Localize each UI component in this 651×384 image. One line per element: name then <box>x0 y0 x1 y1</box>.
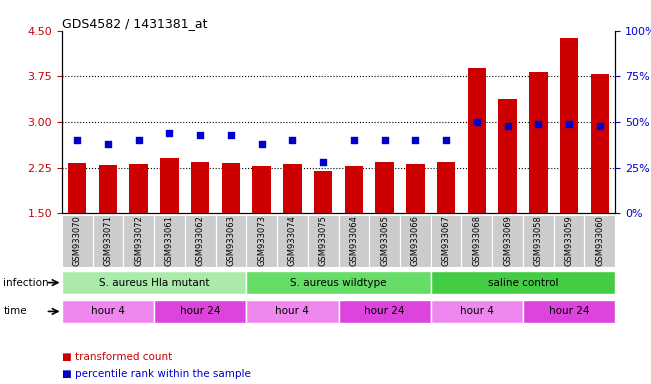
Text: GSM933066: GSM933066 <box>411 215 420 266</box>
Bar <box>154 215 185 267</box>
Bar <box>523 300 615 323</box>
Text: S. aureus Hla mutant: S. aureus Hla mutant <box>99 278 210 288</box>
Text: hour 24: hour 24 <box>180 306 221 316</box>
Bar <box>376 162 394 213</box>
Bar <box>369 215 400 267</box>
Text: hour 4: hour 4 <box>275 306 309 316</box>
Bar <box>585 215 615 267</box>
Bar <box>339 215 369 267</box>
Point <box>287 137 298 143</box>
Bar <box>590 74 609 213</box>
Bar <box>344 166 363 213</box>
Text: GSM933068: GSM933068 <box>473 215 481 266</box>
Text: GSM933061: GSM933061 <box>165 215 174 266</box>
Point <box>533 121 544 127</box>
Text: ■ percentile rank within the sample: ■ percentile rank within the sample <box>62 369 251 379</box>
Text: GSM933074: GSM933074 <box>288 215 297 266</box>
Bar <box>431 300 523 323</box>
Bar <box>62 215 92 267</box>
Bar <box>467 68 486 213</box>
Point <box>471 119 482 125</box>
Bar <box>554 215 585 267</box>
Text: GSM933065: GSM933065 <box>380 215 389 266</box>
Point <box>380 137 390 143</box>
Bar <box>308 215 339 267</box>
Point <box>103 141 113 147</box>
Bar <box>246 271 431 295</box>
Text: S. aureus wildtype: S. aureus wildtype <box>290 278 387 288</box>
Text: GSM933073: GSM933073 <box>257 215 266 266</box>
Point <box>72 137 83 143</box>
Bar <box>277 215 308 267</box>
Text: GSM933067: GSM933067 <box>441 215 450 266</box>
Text: GSM933070: GSM933070 <box>73 215 82 266</box>
Point <box>256 141 267 147</box>
Bar <box>314 171 333 213</box>
Bar <box>431 215 462 267</box>
Point <box>441 137 451 143</box>
Bar <box>62 300 154 323</box>
Text: ■ transformed count: ■ transformed count <box>62 352 172 362</box>
Bar <box>437 162 455 213</box>
Bar <box>130 164 148 213</box>
Point <box>133 137 144 143</box>
Point <box>564 121 574 127</box>
Text: infection: infection <box>3 278 49 288</box>
Bar <box>523 215 554 267</box>
Bar <box>499 99 517 213</box>
Bar <box>462 215 492 267</box>
Point <box>164 130 174 136</box>
Bar <box>68 163 87 213</box>
Point <box>349 137 359 143</box>
Bar <box>400 215 431 267</box>
Text: GSM933072: GSM933072 <box>134 215 143 266</box>
Text: GSM933069: GSM933069 <box>503 215 512 266</box>
Text: hour 24: hour 24 <box>549 306 589 316</box>
Text: hour 4: hour 4 <box>91 306 125 316</box>
Text: GSM933062: GSM933062 <box>196 215 204 266</box>
Bar <box>246 300 339 323</box>
Bar <box>560 38 578 213</box>
Text: GSM933060: GSM933060 <box>595 215 604 266</box>
Text: GSM933064: GSM933064 <box>350 215 359 266</box>
Bar <box>529 72 547 213</box>
Text: GSM933059: GSM933059 <box>564 215 574 266</box>
Bar <box>283 164 301 213</box>
Bar <box>160 159 178 213</box>
Text: GSM933058: GSM933058 <box>534 215 543 266</box>
Text: GSM933075: GSM933075 <box>318 215 327 266</box>
Point <box>226 132 236 138</box>
Text: GDS4582 / 1431381_at: GDS4582 / 1431381_at <box>62 17 208 30</box>
Bar <box>431 271 615 295</box>
Bar <box>339 300 431 323</box>
Bar <box>62 271 246 295</box>
Bar <box>492 215 523 267</box>
Bar <box>92 215 123 267</box>
Bar <box>222 163 240 213</box>
Bar <box>406 164 424 213</box>
Point <box>503 122 513 129</box>
Bar <box>185 215 215 267</box>
Point <box>318 159 328 165</box>
Point <box>195 132 205 138</box>
Text: hour 4: hour 4 <box>460 306 494 316</box>
Bar <box>246 215 277 267</box>
Bar <box>123 215 154 267</box>
Bar <box>215 215 246 267</box>
Text: hour 24: hour 24 <box>365 306 405 316</box>
Text: time: time <box>3 306 27 316</box>
Bar <box>253 166 271 213</box>
Point <box>410 137 421 143</box>
Text: GSM933071: GSM933071 <box>104 215 113 266</box>
Bar <box>191 162 210 213</box>
Point <box>594 122 605 129</box>
Bar <box>154 300 246 323</box>
Bar <box>99 165 117 213</box>
Text: saline control: saline control <box>488 278 558 288</box>
Text: GSM933063: GSM933063 <box>227 215 236 266</box>
